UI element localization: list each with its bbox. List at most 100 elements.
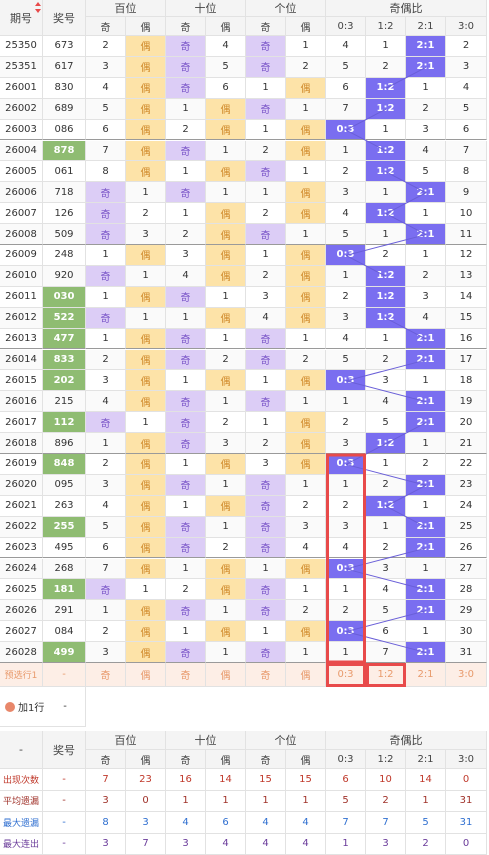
parity-hit: 偶 [126, 600, 166, 622]
stat-value: 0 [446, 769, 487, 791]
stat-value: 1 [246, 790, 286, 812]
omission: 2 [366, 245, 406, 266]
omission: 6 [366, 621, 406, 643]
parity-hit: 奇 [166, 349, 206, 371]
ratio-hit: 1:2 [366, 203, 406, 225]
omission: 3 [166, 245, 206, 266]
preview-cell: 偶 [206, 663, 246, 687]
omission: 1 [326, 474, 366, 496]
group-header: 奇偶比 [326, 0, 487, 17]
stat-value: 2 [406, 833, 446, 855]
ratio-hit: 2:1 [406, 579, 446, 601]
parity-hit: 偶 [126, 56, 166, 78]
omission: 1 [406, 495, 446, 517]
parity-hit: 偶 [206, 245, 246, 266]
number: 126 [43, 203, 86, 225]
omission: 1 [86, 433, 126, 454]
omission: 1 [166, 161, 206, 183]
issue: 26007 [0, 203, 43, 225]
issue: 26026 [0, 600, 43, 622]
omission: 10 [446, 203, 487, 225]
omission: 3 [246, 454, 286, 475]
number: 718 [43, 182, 86, 204]
stat-value: 1 [406, 790, 446, 812]
stat-value: 6 [206, 812, 246, 834]
preview-cell: 0:3 [326, 663, 366, 687]
omission: 1 [166, 558, 206, 580]
stat-value: 4 [246, 833, 286, 855]
number: 522 [43, 307, 86, 329]
omission: 1 [86, 600, 126, 622]
parity-hit: 奇 [246, 642, 286, 663]
parity-hit: 偶 [126, 286, 166, 308]
stat-value: 4 [166, 812, 206, 834]
omission: 5 [206, 56, 246, 78]
add-icon[interactable] [5, 702, 15, 712]
group-header: 十位 [166, 0, 246, 17]
preview-cell: 奇 [166, 663, 206, 687]
omission: 2 [166, 579, 206, 601]
ratio-hit: 2:1 [406, 224, 446, 245]
add-row-value: - [45, 687, 86, 727]
stat-value: 31 [446, 790, 487, 812]
sub-header: 2:1 [406, 17, 446, 36]
omission: 5 [86, 516, 126, 538]
parity-hit: 偶 [206, 203, 246, 225]
parity-hit: 奇 [86, 579, 126, 601]
omission: 28 [446, 579, 487, 601]
omission: 3 [446, 56, 487, 78]
ratio-hit: 0:3 [326, 245, 366, 266]
omission: 4 [366, 579, 406, 601]
parity-hit: 偶 [206, 621, 246, 643]
omission: 1 [326, 391, 366, 413]
omission: 2 [86, 621, 126, 643]
omission: 5 [326, 56, 366, 78]
omission: 2 [246, 265, 286, 287]
parity-hit: 奇 [246, 98, 286, 120]
omission: 1 [246, 412, 286, 434]
parity-hit: 奇 [246, 328, 286, 350]
omission: 8 [86, 161, 126, 183]
issue: 26020 [0, 474, 43, 496]
omission: 3 [86, 370, 126, 392]
omission: 2 [286, 56, 326, 78]
omission: 14 [446, 286, 487, 308]
number: 291 [43, 600, 86, 622]
parity-hit: 奇 [166, 537, 206, 559]
omission: 3 [326, 433, 366, 454]
parity-hit: 偶 [126, 558, 166, 580]
omission: 7 [86, 140, 126, 162]
omission: 2 [366, 474, 406, 496]
stat-value: 23 [126, 769, 166, 791]
omission: 1 [206, 140, 246, 162]
sub-header: 1:2 [366, 750, 406, 769]
issue: 26012 [0, 307, 43, 329]
sub-header: 偶 [126, 17, 166, 36]
omission: 2 [326, 161, 366, 183]
stat-number: - [43, 769, 86, 791]
parity-hit: 奇 [166, 516, 206, 538]
ratio-hit: 1:2 [366, 77, 406, 99]
omission: 2 [366, 537, 406, 559]
preview-cell: 偶 [126, 663, 166, 687]
omission: 2 [166, 224, 206, 245]
parity-hit: 偶 [126, 516, 166, 538]
sub-header: 偶 [206, 750, 246, 769]
omission: 1 [246, 370, 286, 392]
issue: 26028 [0, 642, 43, 663]
sub-header: 0:3 [326, 750, 366, 769]
parity-hit: 偶 [206, 224, 246, 245]
omission: 4 [446, 77, 487, 99]
parity-hit: 偶 [286, 307, 326, 329]
group-header: 个位 [246, 0, 326, 17]
stat-value: 15 [246, 769, 286, 791]
add-row-button[interactable]: 加1行 [0, 687, 45, 727]
parity-hit: 奇 [166, 182, 206, 204]
parity-hit: 偶 [206, 370, 246, 392]
preview-cell: 偶 [286, 663, 326, 687]
issue: 26003 [0, 119, 43, 141]
omission: 2 [206, 537, 246, 559]
omission: 1 [326, 140, 366, 162]
parity-hit: 偶 [126, 161, 166, 183]
